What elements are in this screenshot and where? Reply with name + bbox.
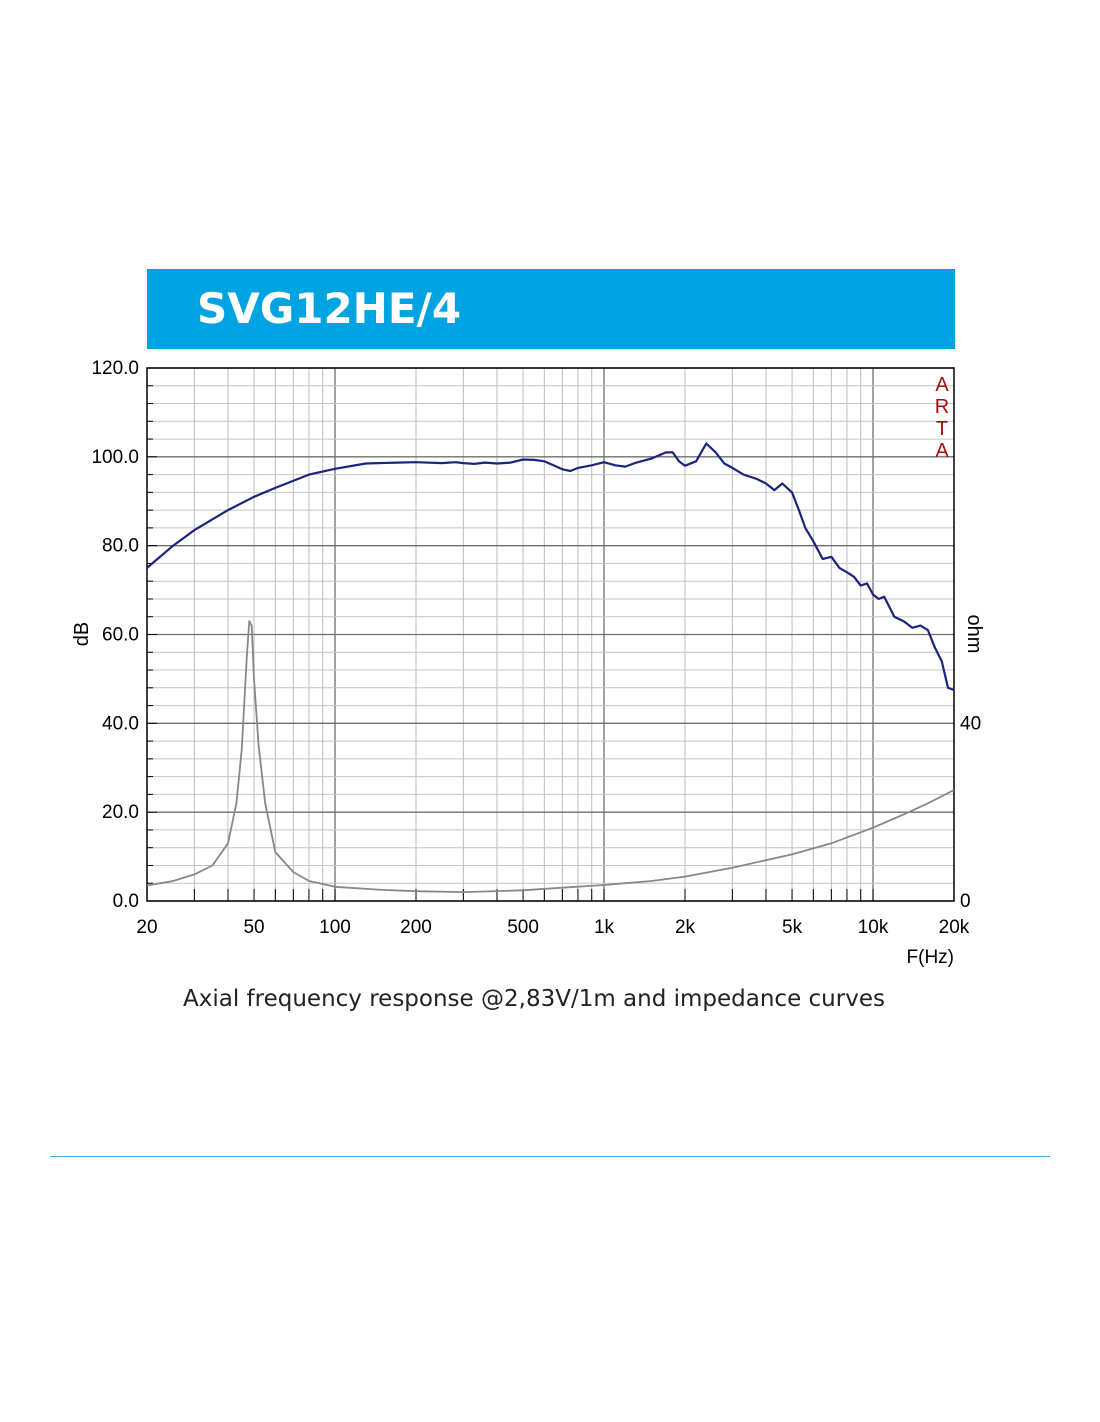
y-tick-label: 60.0 [102, 625, 139, 646]
x-tick-label: 1k [594, 917, 615, 938]
x-tick-label: 10k [858, 917, 889, 938]
arta-watermark-letter: A [935, 440, 949, 462]
y-tick-label: 20.0 [102, 802, 139, 823]
y-axis-label: dB [71, 622, 93, 646]
x-tick-label: 500 [507, 917, 539, 938]
y-tick-label: 80.0 [102, 536, 139, 557]
chart-caption: Axial frequency response @2,83V/1m and i… [183, 986, 885, 1012]
y2-tick-label: 40 [960, 713, 981, 734]
y-tick-label: 0.0 [113, 891, 139, 912]
x-axis-label: F(Hz) [907, 947, 954, 968]
x-tick-label: 50 [243, 917, 264, 938]
y-tick-label: 100.0 [91, 447, 139, 468]
impedance-series-line [146, 620, 955, 893]
footer-divider [50, 1156, 1050, 1157]
arta-watermark-letter: A [935, 374, 949, 396]
x-tick-label: 20 [136, 917, 157, 938]
spl-series-line [146, 442, 955, 692]
x-tick-label: 5k [782, 917, 803, 938]
arta-watermark-letter: T [936, 418, 948, 440]
x-tick-label: 20k [939, 917, 970, 938]
arta-watermark-letter: R [935, 396, 949, 418]
title-banner: SVG12HE/4 [147, 269, 955, 349]
y2-axis-label: ohm [963, 615, 985, 654]
frequency-response-chart: 0.0 20.0 40.0 60.0 80.0 100.0 120.0 0 40 20 50 100 2… [71, 358, 985, 968]
plot-frame [146, 367, 955, 902]
y2-tick-label: 0 [960, 891, 971, 912]
x-tick-label: 200 [400, 917, 432, 938]
banner-title: SVG12HE/4 [197, 284, 462, 333]
y-tick-label: 40.0 [102, 713, 139, 734]
y-tick-label: 120.0 [91, 358, 139, 379]
x-tick-label: 100 [319, 917, 351, 938]
x-tick-label: 2k [675, 917, 696, 938]
